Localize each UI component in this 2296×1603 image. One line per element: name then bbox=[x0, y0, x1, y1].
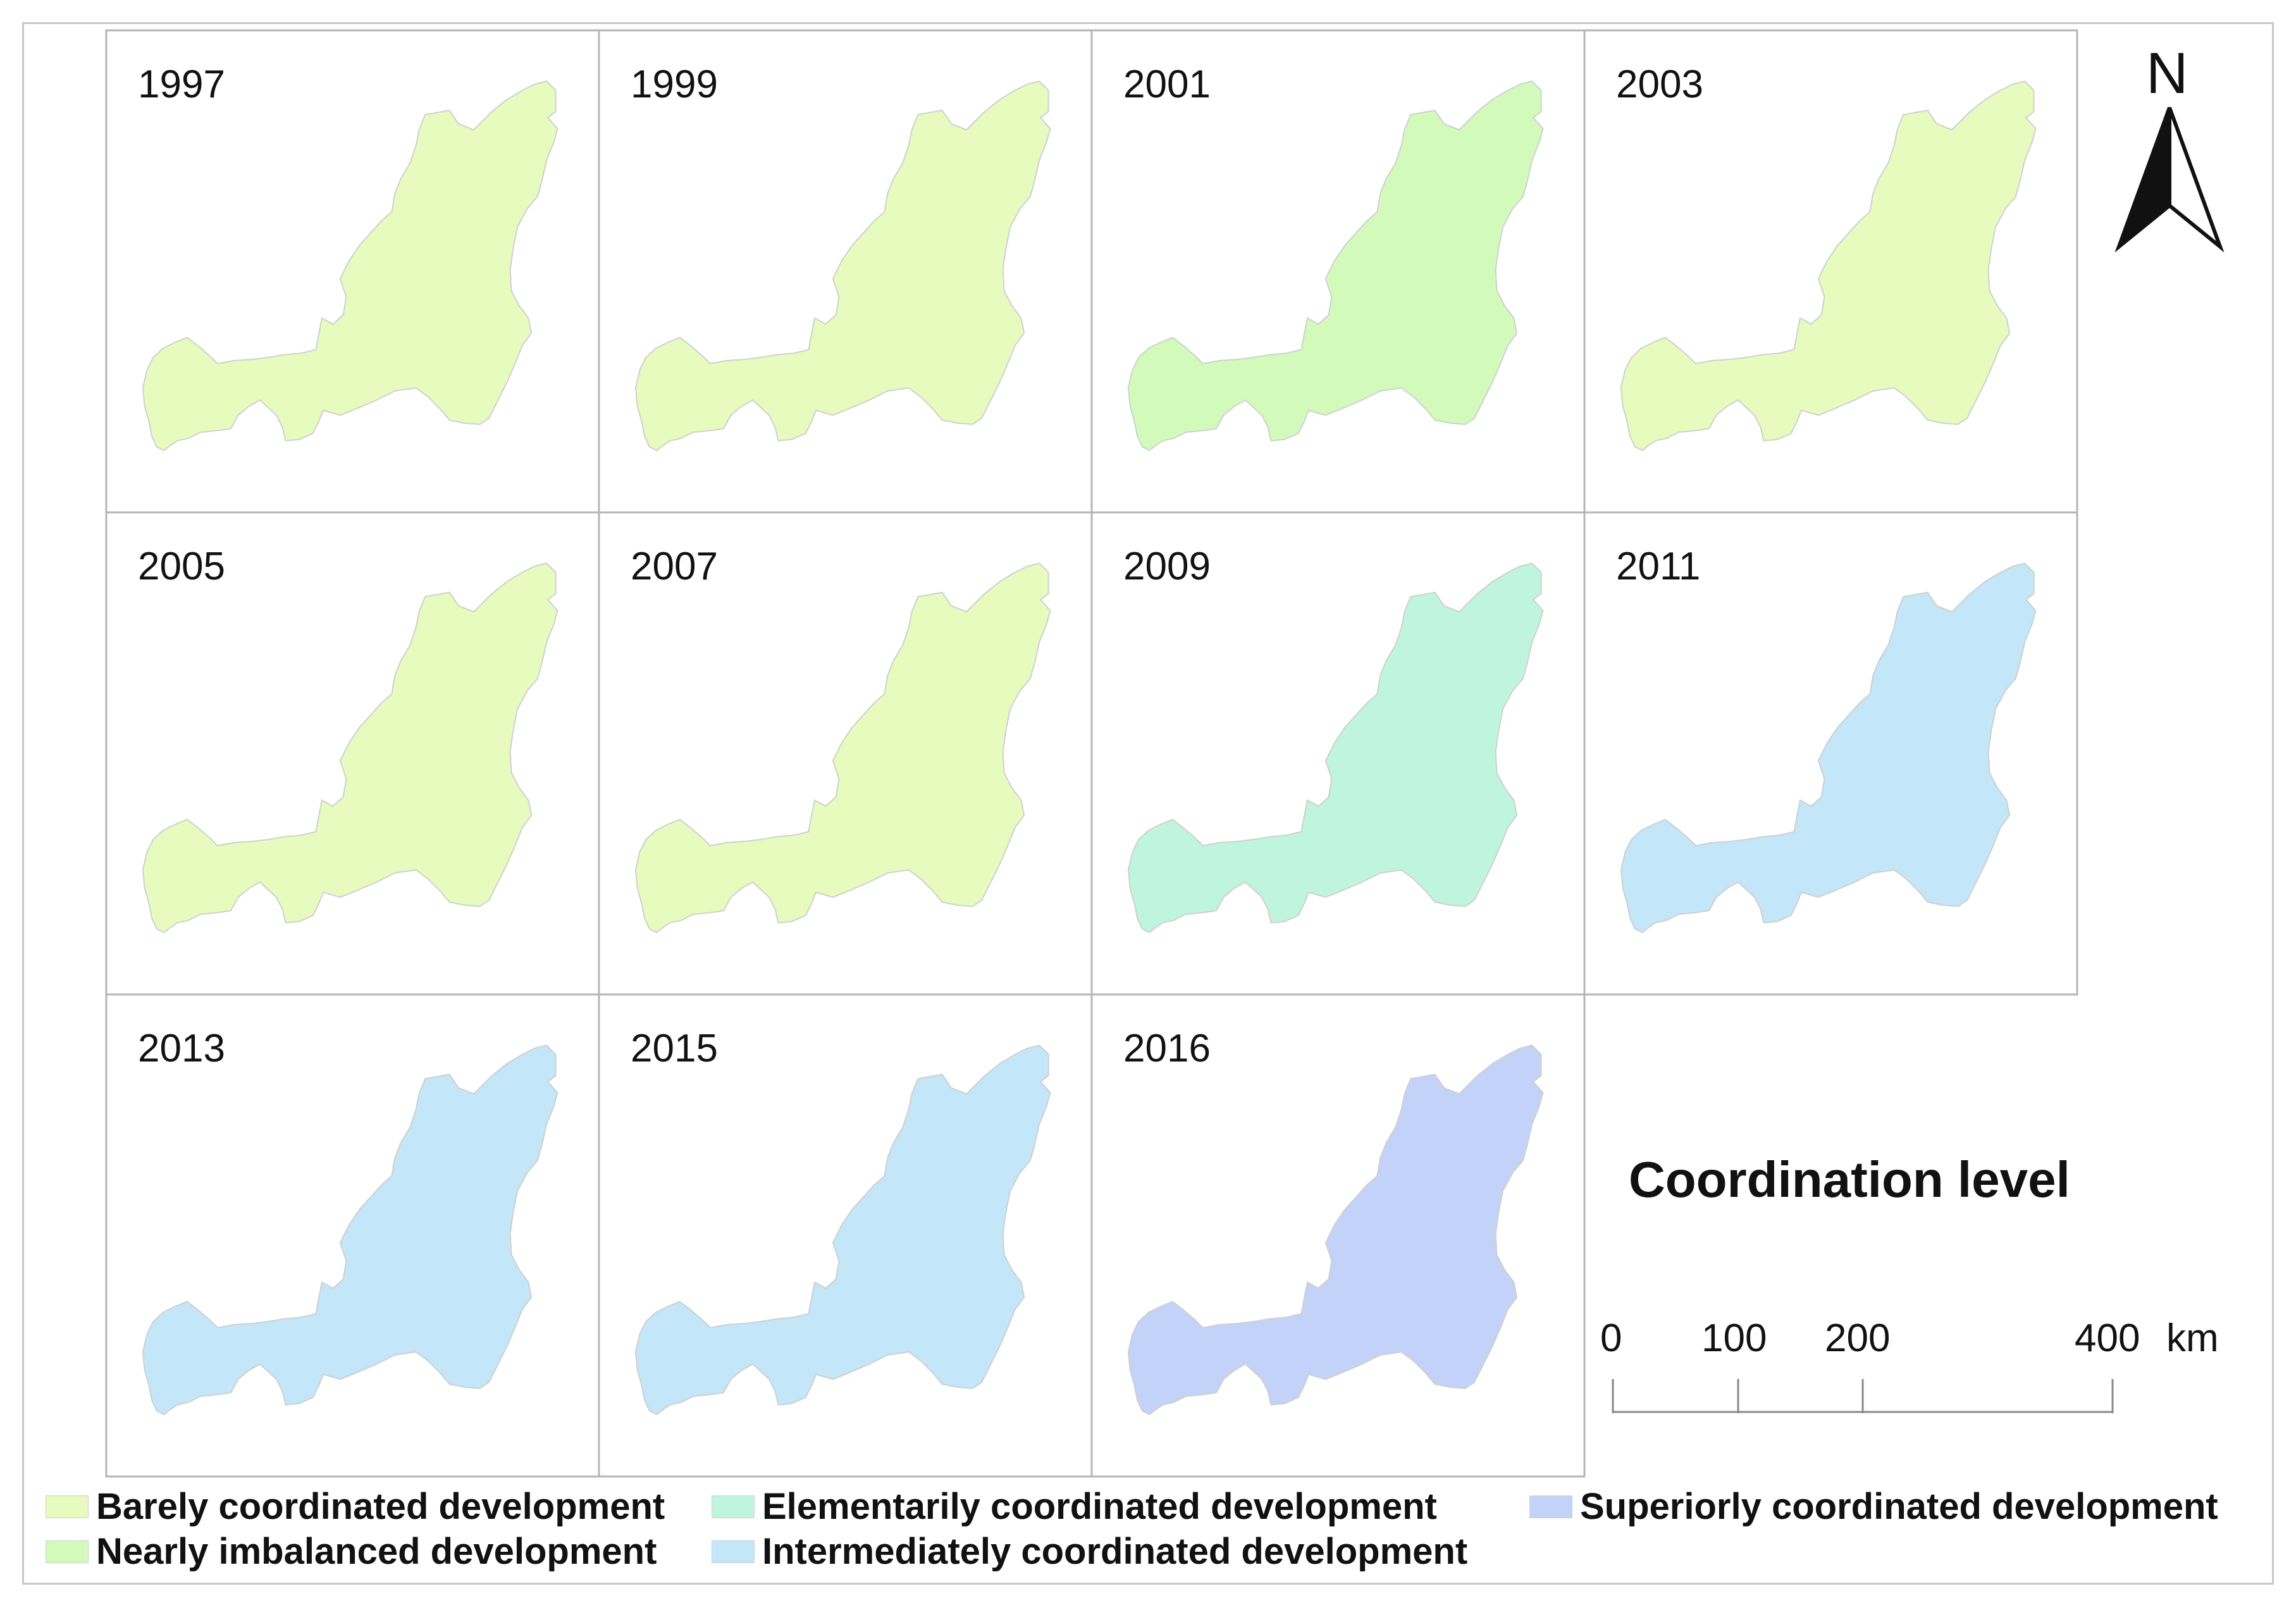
panel-year-label: 2005 bbox=[138, 545, 225, 588]
scale-tick-label: 200 bbox=[1825, 1316, 1891, 1360]
north-label: N bbox=[2146, 41, 2188, 106]
north-arrow-icon bbox=[2114, 106, 2225, 253]
map-panel-border bbox=[1583, 511, 2078, 996]
legend-swatch bbox=[46, 1540, 89, 1563]
legend-label: Superiorly coordinated development bbox=[1580, 1486, 2218, 1527]
region-shape bbox=[634, 562, 1051, 934]
map-panel-region bbox=[1127, 80, 1544, 452]
legend-item-nearly: Nearly imbalanced development bbox=[46, 1533, 657, 1571]
panel-year-label: 2016 bbox=[1123, 1027, 1211, 1070]
map-panel-region bbox=[1127, 562, 1544, 934]
region-shape bbox=[142, 1044, 559, 1416]
map-panel-region bbox=[634, 80, 1051, 452]
map-panel-region bbox=[142, 1044, 559, 1416]
scale-tick-label: 0 bbox=[1600, 1316, 1622, 1360]
map-panel-region bbox=[1620, 562, 2037, 934]
region-shape bbox=[142, 80, 559, 452]
map-panel-region bbox=[634, 562, 1051, 934]
legend-item-barely: Barely coordinated development bbox=[46, 1488, 665, 1526]
region-shape bbox=[1620, 80, 2037, 452]
panel-year-label: 2013 bbox=[138, 1027, 225, 1070]
legend-label: Barely coordinated development bbox=[96, 1486, 665, 1527]
scale-tick-label: 100 bbox=[1701, 1316, 1767, 1360]
scale-tick-label: 400 bbox=[2075, 1316, 2140, 1360]
panel-year-label: 1997 bbox=[138, 63, 225, 106]
legend-label: Elementarily coordinated development bbox=[762, 1486, 1437, 1527]
panel-year-label: 2001 bbox=[1123, 63, 1211, 106]
map-panel-region bbox=[1620, 80, 2037, 452]
region-shape bbox=[1127, 80, 1544, 452]
panel-year-label: 2003 bbox=[1616, 63, 1703, 106]
legend-label: Intermediately coordinated development bbox=[762, 1531, 1468, 1572]
legend-item-superiorly: Superiorly coordinated development bbox=[1529, 1488, 2218, 1526]
legend-swatch bbox=[46, 1495, 89, 1518]
legend-label: Nearly imbalanced development bbox=[96, 1531, 657, 1572]
panel-year-label: 2007 bbox=[631, 545, 718, 588]
legend-swatch bbox=[712, 1495, 755, 1518]
legend-title: Coordination level bbox=[1629, 1151, 2070, 1208]
legend-swatch bbox=[712, 1540, 755, 1563]
scale-bar-line bbox=[1612, 1379, 2114, 1413]
map-panel-region bbox=[142, 80, 559, 452]
legend-item-elementarily: Elementarily coordinated development bbox=[712, 1488, 1437, 1526]
panel-year-label: 2011 bbox=[1616, 545, 1701, 588]
region-shape bbox=[634, 80, 1051, 452]
legend-swatch bbox=[1529, 1495, 1572, 1518]
map-panel-region bbox=[634, 1044, 1051, 1416]
map-panel-region bbox=[1127, 1044, 1544, 1416]
region-shape bbox=[634, 1044, 1051, 1416]
map-panel-border bbox=[1090, 993, 1586, 1478]
panel-year-label: 1999 bbox=[631, 63, 718, 106]
panel-year-label: 2009 bbox=[1123, 545, 1211, 588]
panel-year-label: 2015 bbox=[631, 1027, 718, 1070]
region-shape bbox=[142, 562, 559, 934]
region-shape bbox=[1620, 562, 2037, 934]
region-shape bbox=[1127, 1044, 1544, 1416]
map-panel-region bbox=[142, 562, 559, 934]
legend-item-intermediately: Intermediately coordinated development bbox=[712, 1533, 1467, 1571]
region-shape bbox=[1127, 562, 1544, 934]
scale-unit-label: km bbox=[2166, 1316, 2219, 1360]
map-frame bbox=[22, 22, 2274, 1585]
